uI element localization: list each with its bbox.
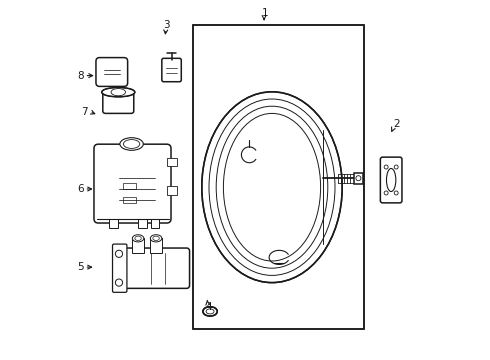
Text: 4: 4 <box>205 302 212 312</box>
Ellipse shape <box>153 236 159 240</box>
FancyBboxPatch shape <box>94 144 171 223</box>
Text: 2: 2 <box>393 119 399 129</box>
Ellipse shape <box>150 235 162 242</box>
Ellipse shape <box>123 140 140 148</box>
Bar <box>151 219 159 228</box>
Bar <box>123 183 136 189</box>
FancyBboxPatch shape <box>96 58 127 86</box>
Ellipse shape <box>120 138 143 150</box>
Ellipse shape <box>387 168 396 192</box>
Bar <box>193 25 364 329</box>
Bar <box>123 197 136 203</box>
Ellipse shape <box>111 89 125 96</box>
Bar <box>132 238 144 253</box>
Text: 8: 8 <box>77 71 83 81</box>
Bar <box>354 173 363 184</box>
Text: 7: 7 <box>81 107 88 117</box>
FancyBboxPatch shape <box>113 244 127 292</box>
FancyBboxPatch shape <box>122 248 190 288</box>
Ellipse shape <box>135 236 141 240</box>
Text: 1: 1 <box>262 8 268 18</box>
FancyBboxPatch shape <box>162 58 181 82</box>
Bar <box>138 219 147 228</box>
Bar <box>167 158 177 166</box>
Text: 3: 3 <box>163 20 170 30</box>
FancyBboxPatch shape <box>380 157 402 203</box>
Text: 5: 5 <box>77 262 83 272</box>
FancyBboxPatch shape <box>103 90 134 113</box>
Bar <box>150 238 162 253</box>
Ellipse shape <box>132 235 144 242</box>
Ellipse shape <box>202 92 342 283</box>
Bar <box>193 25 364 329</box>
Bar <box>109 219 118 228</box>
Ellipse shape <box>203 307 217 316</box>
Text: 6: 6 <box>77 184 83 194</box>
Bar <box>167 186 177 195</box>
Ellipse shape <box>102 87 135 97</box>
